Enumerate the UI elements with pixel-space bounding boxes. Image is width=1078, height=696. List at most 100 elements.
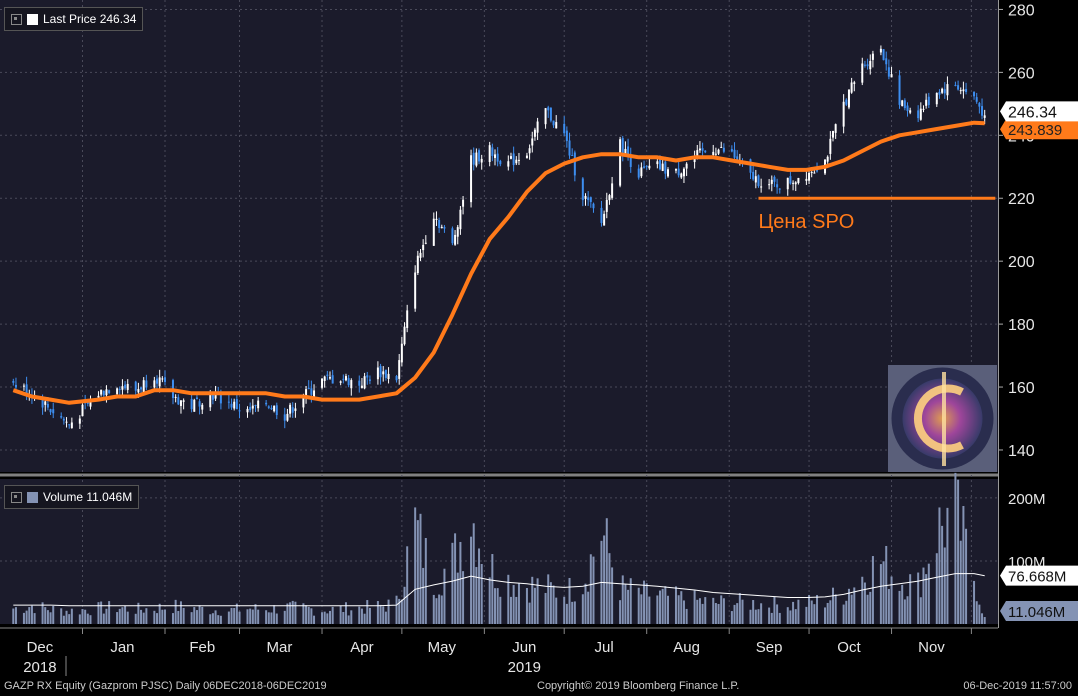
candle-body [794,182,797,185]
candle-body [531,138,534,146]
candle-body [342,378,345,380]
volume-bar [321,612,324,624]
candle-body [627,146,630,158]
volume-bar [720,595,723,624]
volume-bar [722,598,725,624]
candle-body [813,172,816,174]
volume-bar [752,600,755,624]
candle-body [778,188,781,190]
volume-bar [363,613,366,624]
candle-body [254,405,257,407]
volume-bar [286,603,289,624]
volume-bar [773,596,776,624]
volume-bar [246,609,249,624]
volume-bar [289,602,292,624]
volume-panel-background [0,479,998,624]
volume-bar [491,554,494,624]
candle-body [190,398,193,410]
candle-body [810,172,813,174]
candle-body [432,218,435,246]
candle-body [329,377,332,379]
month-label: Jan [110,639,134,656]
candle-body [770,179,773,184]
volume-value-tag-bg [1000,601,1078,622]
candle-body [496,153,499,162]
volume-bar [235,603,238,624]
volume-bar [776,604,779,624]
legend-expand-icon[interactable] [11,13,22,25]
candle-body [720,146,723,148]
candle-body [757,175,760,187]
candle-body [589,197,592,202]
volume-bar [861,576,864,624]
candle-body [946,84,949,96]
candle-body [307,387,310,390]
volume-bar [975,601,978,624]
candle-body [831,130,834,138]
volume-bar [14,607,17,624]
candle-body [736,156,739,161]
volume-bar [118,608,121,624]
volume-legend[interactable]: Volume 11.046M [4,485,140,509]
price-legend[interactable]: Last Price 246.34 [4,7,144,31]
candle-body [512,153,515,166]
volume-bar [757,609,760,624]
candle-body [752,171,755,180]
candle-body [459,209,462,230]
volume-bar [666,595,669,624]
volume-bar [608,553,611,624]
volume-bar [384,611,387,624]
volume-bar [360,608,363,624]
volume-bar [472,523,475,624]
candle-body [509,156,512,159]
price-legend-value: 246.34 [99,12,137,26]
volume-bar [342,611,345,624]
volume-bar [640,594,643,624]
legend-expand-icon[interactable] [11,491,22,503]
price-tick-label: 220 [1008,191,1035,208]
volume-bar [179,601,182,624]
candle-body [584,195,587,199]
volume-bar [624,583,627,624]
candle-body [981,106,984,116]
candle-body [555,122,558,129]
candle-body [230,403,233,408]
volume-bar [344,602,347,624]
candle-body [102,390,105,396]
volume-bar [470,536,473,624]
candle-body [275,405,278,416]
candle-body [97,395,100,398]
candle-body [52,409,55,414]
candle-body [443,226,446,229]
candle-body [475,152,478,166]
candle-body [890,74,893,78]
candle-body [249,406,252,411]
candle-body [233,401,236,409]
candle-body [321,378,324,388]
volume-bar [249,608,252,624]
volume-bar [829,600,832,624]
volume-bar [422,567,425,624]
volume-bar [142,612,145,624]
volume-bar [41,602,44,624]
candle-body [238,410,241,412]
chart-lines [12,120,985,607]
volume-bar [195,610,198,624]
candle-body [789,176,792,184]
volume-bar [406,546,409,624]
volume-bar [871,556,874,624]
ma-value-tag: 243.839 [1008,122,1062,139]
volume-bar [153,610,156,624]
month-label: Nov [918,639,945,656]
candle-body [611,183,614,198]
volume-bar [478,548,481,624]
volume-bar [507,574,510,624]
volume-bar [581,594,584,624]
volume-bar [938,507,941,624]
volume-bar [957,479,960,624]
volume-bar [797,599,800,624]
candle-body [400,343,403,363]
volume-bar [368,607,371,624]
candle-body [153,380,156,388]
